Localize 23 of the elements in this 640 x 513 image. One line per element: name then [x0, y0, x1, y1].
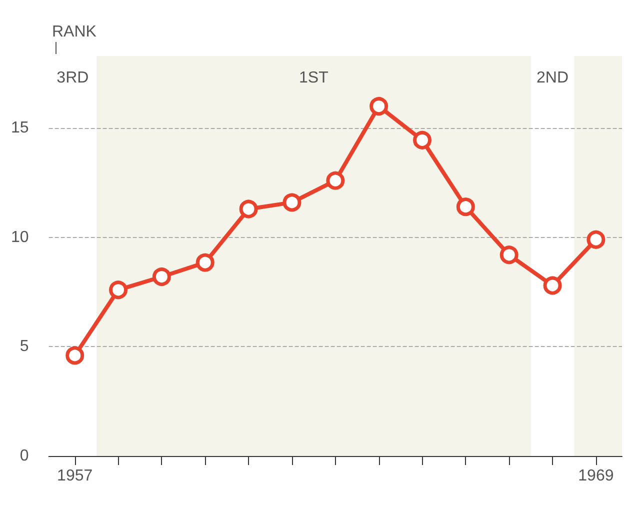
text: RANK [52, 24, 97, 40]
point [109, 280, 128, 300]
annotation: 3RD [56, 70, 89, 86]
x-tick-label: 1969 [578, 468, 614, 484]
point [239, 200, 258, 218]
band-label: 1ST [299, 70, 329, 86]
point [586, 230, 606, 249]
y-tick-label: 15 [11, 120, 29, 137]
x-tick-label: 1957 [57, 468, 93, 484]
point [500, 246, 518, 264]
y-tick-label: 5 [20, 338, 29, 356]
point [196, 253, 214, 272]
point [326, 171, 345, 190]
point [413, 130, 432, 150]
point [152, 268, 171, 286]
y-tick-label: 0 [20, 448, 29, 464]
point [370, 97, 388, 116]
point [66, 346, 84, 365]
y-tick-label: 10 [11, 228, 29, 246]
point [543, 276, 562, 295]
annotation: 2ND [536, 70, 569, 86]
point [456, 198, 475, 216]
point [282, 193, 302, 212]
